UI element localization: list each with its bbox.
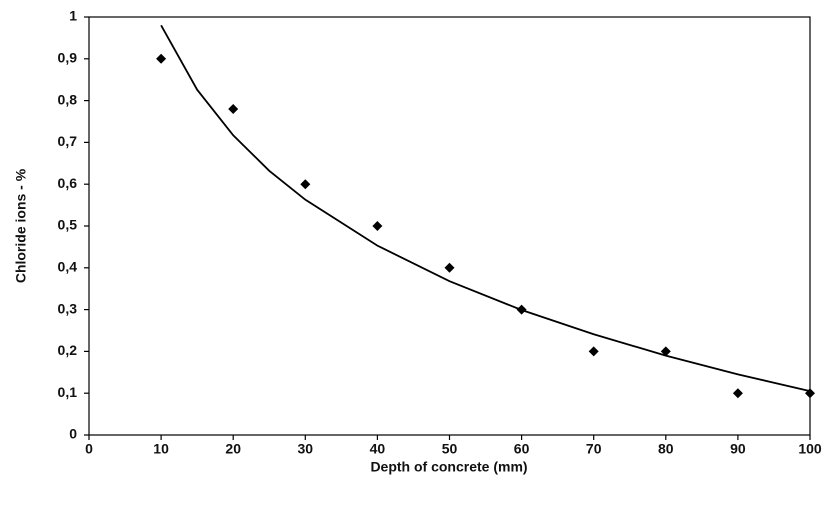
data-point	[372, 221, 383, 231]
x-tick-label: 30	[298, 441, 314, 457]
x-tick-label: 80	[658, 441, 674, 457]
x-tick-label: 40	[370, 441, 386, 457]
y-tick-label: 0,8	[58, 91, 78, 107]
x-tick-label: 100	[798, 441, 822, 457]
x-axis-title: Depth of concrete (mm)	[370, 459, 527, 475]
x-tick-label: 20	[225, 441, 241, 457]
data-point	[588, 346, 599, 357]
data-point	[156, 53, 167, 64]
data-point	[444, 262, 455, 273]
x-tick-label: 90	[730, 441, 746, 457]
x-tick-label: 50	[442, 441, 458, 457]
data-point	[228, 103, 239, 114]
data-point	[660, 346, 671, 357]
y-tick-label: 0,6	[58, 175, 78, 191]
x-tick-label: 10	[153, 441, 169, 457]
y-axis-title: Chloride ions - %	[13, 168, 29, 283]
y-tick-label: 1	[69, 8, 77, 24]
x-tick-label: 0	[85, 441, 93, 457]
y-tick-label: 0,2	[58, 342, 78, 358]
data-point	[732, 388, 743, 399]
y-tick-label: 0,4	[58, 259, 78, 275]
x-tick-label: 70	[586, 441, 602, 457]
y-tick-label: 0	[69, 426, 77, 442]
x-tick-label: 60	[514, 441, 530, 457]
y-tick-label: 0,3	[58, 300, 78, 316]
y-tick-label: 0,7	[58, 133, 78, 149]
y-tick-label: 0,1	[58, 384, 78, 400]
data-point	[300, 179, 311, 190]
y-tick-label: 0,9	[58, 50, 78, 66]
plot-frame	[88, 16, 811, 436]
y-tick-label: 0,5	[58, 217, 78, 233]
trend-line	[160, 24, 811, 392]
